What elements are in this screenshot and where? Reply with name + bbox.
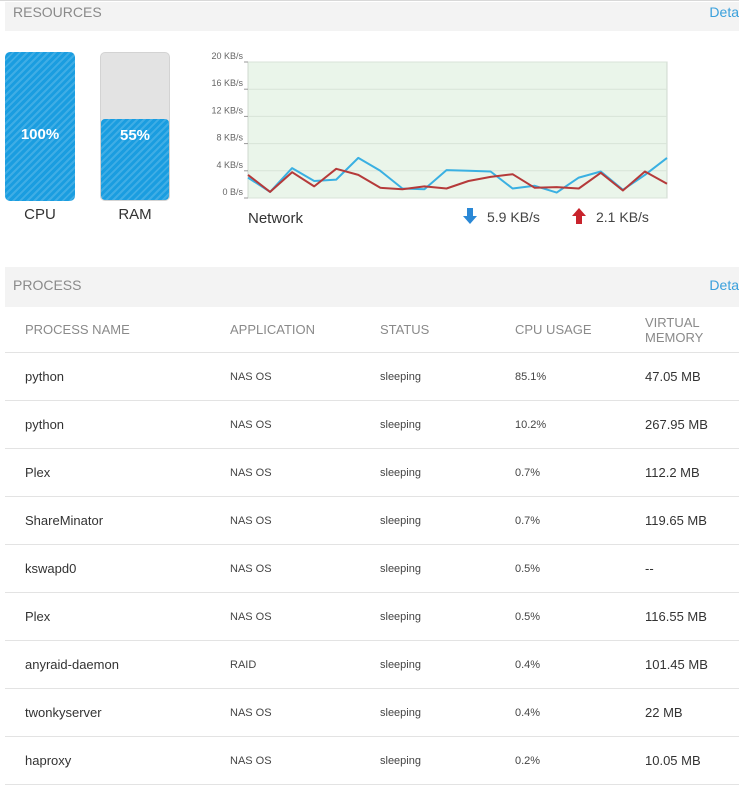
cpu-gauge: 100%: [5, 52, 75, 201]
cpu-usage-cell: 10.2%: [515, 400, 645, 449]
virtual-memory-cell: 101.45 MB: [645, 640, 739, 689]
upload-rate: 2.1 KB/s: [571, 208, 649, 225]
virtual-memory-cell: --: [645, 544, 739, 593]
col-process-name[interactable]: PROCESS NAME: [5, 307, 230, 353]
virtual-memory-cell: 119.65 MB: [645, 496, 739, 545]
table-row[interactable]: Plex NAS OS sleeping 0.7% 112.2 MB: [5, 448, 739, 497]
upload-rate-value: 2.1 KB/s: [596, 209, 649, 225]
status-cell: sleeping: [380, 448, 515, 497]
network-label: Network: [248, 210, 304, 227]
table-row[interactable]: haproxy NAS OS sleeping 0.2% 10.05 MB: [5, 736, 739, 785]
y-tick-label: 8 KB/s: [216, 133, 243, 143]
application-cell: NAS OS: [230, 352, 380, 401]
process-name-cell: ShareMinator: [5, 496, 230, 545]
resources-header: RESOURCES Deta: [5, 2, 739, 31]
y-tick-label: 20 KB/s: [211, 51, 243, 61]
application-cell: NAS OS: [230, 400, 380, 449]
application-cell: NAS OS: [230, 688, 380, 737]
application-cell: NAS OS: [230, 736, 380, 785]
table-row[interactable]: ShareMinator NAS OS sleeping 0.7% 119.65 MB: [5, 496, 739, 545]
col-application[interactable]: APPLICATION: [230, 307, 380, 353]
application-cell: NAS OS: [230, 448, 380, 497]
cpu-usage-cell: 0.4%: [515, 640, 645, 689]
resources-details-link[interactable]: Deta: [709, 4, 739, 20]
virtual-memory-cell: 112.2 MB: [645, 448, 739, 497]
process-name-cell: twonkyserver: [5, 688, 230, 737]
resources-title: RESOURCES: [13, 4, 102, 20]
download-rate: 5.9 KB/s: [462, 208, 540, 225]
download-rate-value: 5.9 KB/s: [487, 209, 540, 225]
col-virtual-memory[interactable]: VIRTUAL MEMORY: [645, 307, 739, 353]
application-cell: RAID: [230, 640, 380, 689]
plot-area: [247, 61, 668, 199]
process-name-cell: anyraid-daemon: [5, 640, 230, 689]
ram-label: RAM: [118, 206, 152, 223]
process-name-cell: haproxy: [5, 736, 230, 785]
y-tick-label: 4 KB/s: [216, 160, 243, 170]
col-status[interactable]: STATUS: [380, 307, 515, 353]
status-cell: sleeping: [380, 736, 515, 785]
ram-gauge-fill: [101, 119, 169, 200]
cpu-percent: 100%: [20, 126, 60, 143]
cpu-usage-cell: 0.4%: [515, 688, 645, 737]
cpu-usage-cell: 0.2%: [515, 736, 645, 785]
process-name-cell: Plex: [5, 592, 230, 641]
table-row[interactable]: anyraid-daemon RAID sleeping 0.4% 101.45 MB: [5, 640, 739, 689]
virtual-memory-cell: 10.05 MB: [645, 736, 739, 785]
cpu-usage-cell: 0.5%: [515, 544, 645, 593]
status-cell: sleeping: [380, 496, 515, 545]
ram-percent: 55%: [119, 127, 151, 144]
process-name-cell: python: [5, 352, 230, 401]
cpu-usage-cell: 85.1%: [515, 352, 645, 401]
virtual-memory-cell: 47.05 MB: [645, 352, 739, 401]
virtual-memory-cell: 22 MB: [645, 688, 739, 737]
table-row[interactable]: kswapd0 NAS OS sleeping 0.5% --: [5, 544, 739, 593]
table-row[interactable]: twonkyserver NAS OS sleeping 0.4% 22 MB: [5, 688, 739, 737]
arrow-down-icon: [463, 208, 477, 224]
table-row[interactable]: python NAS OS sleeping 10.2% 267.95 MB: [5, 400, 739, 449]
virtual-memory-cell: 116.55 MB: [645, 592, 739, 641]
y-tick-label: 16 KB/s: [211, 78, 243, 88]
upload-series-line: [247, 167, 668, 193]
process-name-cell: Plex: [5, 448, 230, 497]
application-cell: NAS OS: [230, 592, 380, 641]
network-chart: 20 KB/s 16 KB/s 12 KB/s 8 KB/s 4 KB/s 0 B/s: [211, 51, 668, 199]
process-name-cell: kswapd0: [5, 544, 230, 593]
status-cell: sleeping: [380, 688, 515, 737]
cpu-usage-cell: 0.7%: [515, 448, 645, 497]
process-details-link[interactable]: Deta: [709, 277, 739, 293]
y-tick-label: 0 B/s: [222, 187, 243, 197]
process-table-body: python NAS OS sleeping 85.1% 47.05 MB python N…: [5, 352, 739, 785]
process-table-header: PROCESS NAME APPLICATION STATUS CPU USAG…: [5, 307, 739, 353]
virtual-memory-cell: 267.95 MB: [645, 400, 739, 449]
application-cell: NAS OS: [230, 496, 380, 545]
ram-gauge: 55%: [100, 52, 170, 201]
download-series-line: [247, 156, 668, 194]
process-header: PROCESS Deta: [5, 267, 739, 307]
y-tick-label: 12 KB/s: [211, 105, 243, 115]
status-cell: sleeping: [380, 544, 515, 593]
col-cpu-usage[interactable]: CPU USAGE: [515, 307, 645, 353]
cpu-gauge-fill: [5, 52, 75, 201]
status-cell: sleeping: [380, 352, 515, 401]
application-cell: NAS OS: [230, 544, 380, 593]
cpu-usage-cell: 0.5%: [515, 592, 645, 641]
process-name-cell: python: [5, 400, 230, 449]
status-cell: sleeping: [380, 640, 515, 689]
arrow-up-icon: [572, 208, 586, 224]
table-row[interactable]: python NAS OS sleeping 85.1% 47.05 MB: [5, 352, 739, 401]
cpu-label: CPU: [24, 206, 56, 223]
process-title: PROCESS: [13, 277, 82, 293]
top-border: [0, 0, 739, 1]
process-table: PROCESS NAME APPLICATION STATUS CPU USAG…: [5, 307, 739, 785]
cpu-usage-cell: 0.7%: [515, 496, 645, 545]
status-cell: sleeping: [380, 592, 515, 641]
status-cell: sleeping: [380, 400, 515, 449]
table-row[interactable]: Plex NAS OS sleeping 0.5% 116.55 MB: [5, 592, 739, 641]
